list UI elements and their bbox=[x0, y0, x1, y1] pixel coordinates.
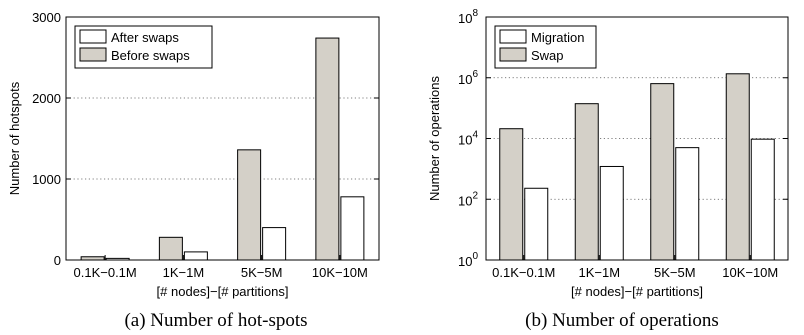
y-axis-label: Number of operations bbox=[427, 75, 442, 201]
y-tick-label: 108 bbox=[458, 8, 478, 26]
legend-swatch bbox=[79, 47, 107, 62]
bar bbox=[725, 73, 750, 261]
legend-swatch bbox=[499, 47, 527, 62]
legend-entry: Migration bbox=[531, 30, 584, 45]
y-tick-label: 1000 bbox=[32, 172, 61, 187]
y-tick-label: 3000 bbox=[32, 10, 61, 25]
y-tick-label: 100 bbox=[458, 251, 478, 269]
chart-1: 0 1000 2000 3000 0.1K−0.1M 1K−1M 5K−5M 10K−10M [… bbox=[7, 10, 380, 331]
x-tick-label: 0.1K−0.1M bbox=[74, 265, 137, 280]
bar bbox=[499, 128, 524, 261]
bar bbox=[158, 236, 183, 261]
y-tick-label: 106 bbox=[458, 69, 478, 87]
chart-caption: (a) Number of hot-spots bbox=[124, 310, 307, 331]
legend-entry: Swap bbox=[531, 48, 564, 63]
x-tick-label: 10K−10M bbox=[722, 265, 778, 280]
bar bbox=[524, 187, 549, 261]
bar bbox=[750, 138, 775, 261]
legend-swatch bbox=[79, 29, 107, 44]
bar bbox=[262, 227, 287, 261]
x-tick-label: 1K−1M bbox=[578, 265, 620, 280]
bar bbox=[315, 37, 340, 261]
legend-entry: After swaps bbox=[111, 30, 179, 45]
x-tick-label: 0.1K−0.1M bbox=[492, 265, 555, 280]
bar bbox=[574, 103, 599, 261]
bar bbox=[599, 165, 624, 261]
bar bbox=[183, 251, 208, 261]
y-tick-label: 2000 bbox=[32, 91, 61, 106]
legend-swatch bbox=[499, 29, 527, 44]
bar bbox=[237, 149, 262, 261]
y-tick-label: 104 bbox=[458, 130, 478, 148]
x-axis-label: [# nodes]−[# partitions] bbox=[157, 284, 289, 299]
bar bbox=[340, 196, 365, 261]
y-tick-label: 102 bbox=[458, 190, 478, 208]
x-tick-label: 1K−1M bbox=[163, 265, 205, 280]
bar bbox=[105, 257, 130, 261]
x-axis-label: [# nodes]−[# partitions] bbox=[571, 284, 703, 299]
y-axis-label: Number of hotspots bbox=[7, 81, 22, 195]
bar bbox=[80, 256, 105, 261]
legend-entry: Before swaps bbox=[111, 48, 190, 63]
x-tick-label: 5K−5M bbox=[241, 265, 283, 280]
bar bbox=[650, 83, 675, 261]
x-tick-label: 10K−10M bbox=[312, 265, 368, 280]
bar bbox=[675, 147, 700, 261]
y-tick-label: 0 bbox=[54, 253, 61, 268]
x-tick-label: 5K−5M bbox=[654, 265, 696, 280]
chart-2: 100 102 104 106 108 0.1K−0.1M 1K−1M 5K−5M 10K−10… bbox=[427, 8, 789, 331]
chart-caption: (b) Number of operations bbox=[525, 310, 719, 331]
plot-frame bbox=[65, 16, 380, 261]
